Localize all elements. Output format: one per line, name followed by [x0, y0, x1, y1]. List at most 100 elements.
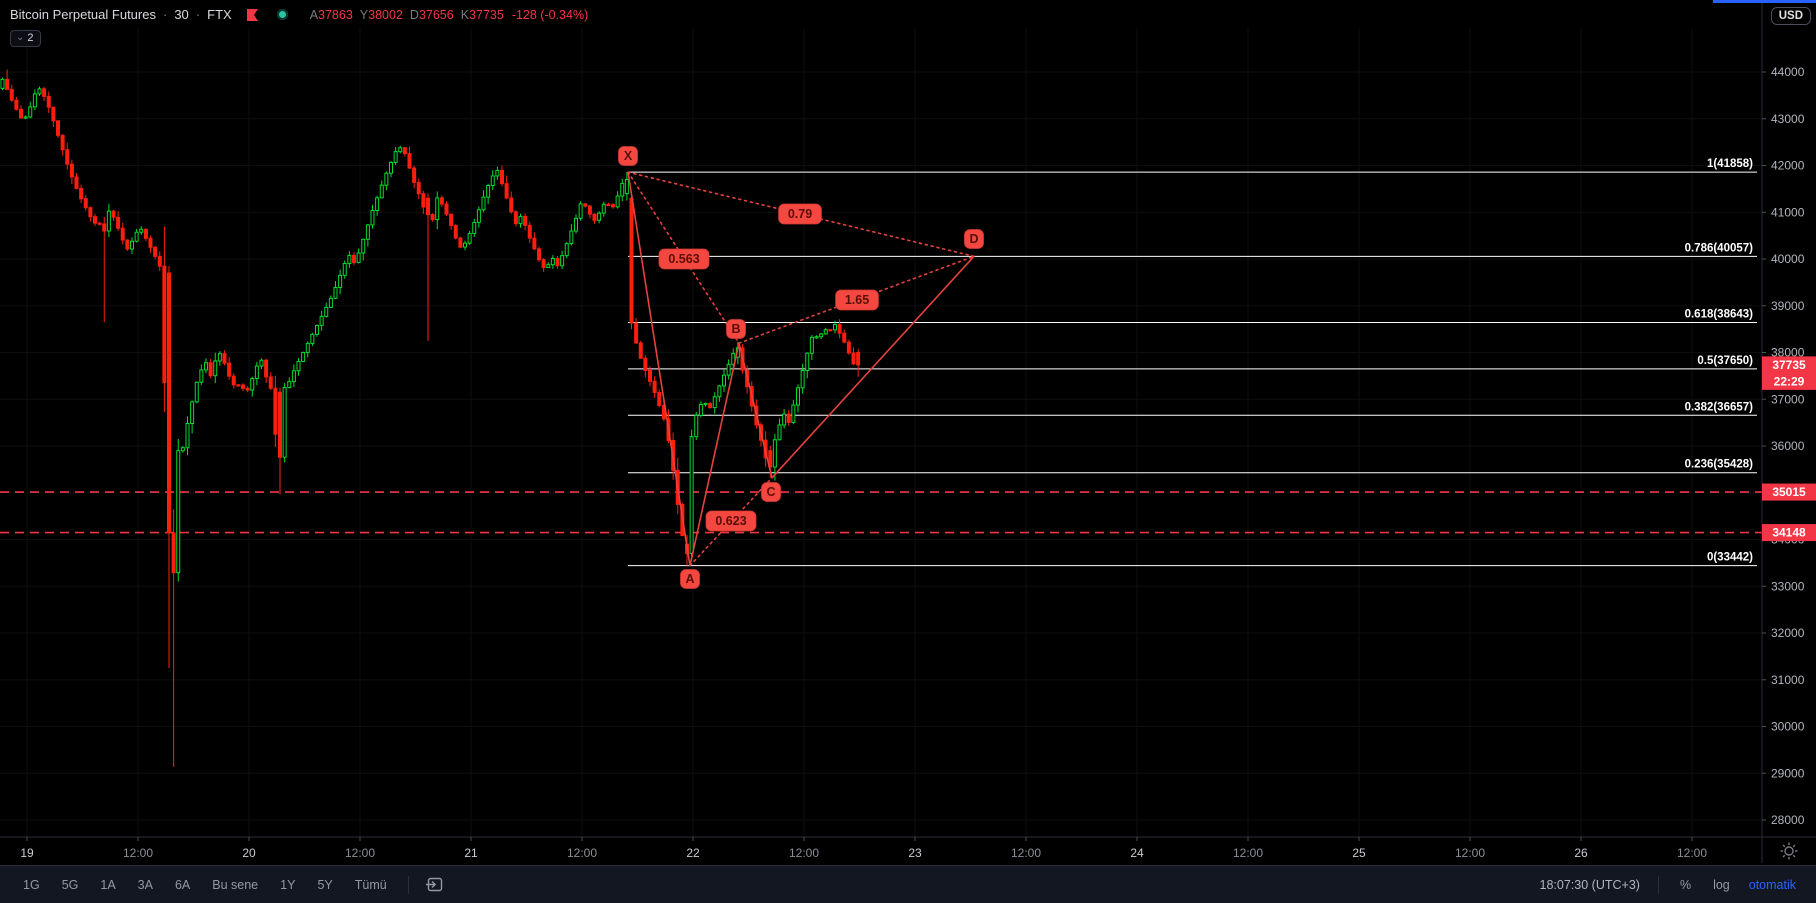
- current-price-tag-box: [1762, 356, 1816, 374]
- auto-scale-button[interactable]: otomatik: [1748, 877, 1796, 892]
- candle-body: [37, 88, 42, 95]
- candle-body: [148, 237, 153, 248]
- candle-body: [97, 222, 102, 225]
- xabcd-pattern[interactable]: X A B C D 0.563 0.79 1.65 0.623: [618, 146, 984, 589]
- candle-body: [805, 352, 810, 371]
- time-axis-label: 12:00: [1455, 846, 1485, 860]
- candle-body: [509, 197, 514, 213]
- brightness-icon[interactable]: [1780, 842, 1798, 860]
- low-label: D: [409, 7, 419, 22]
- candle-body: [597, 212, 602, 221]
- candle-body: [106, 210, 111, 232]
- time-axis-label: 12:00: [1233, 846, 1263, 860]
- candle-body: [541, 259, 546, 268]
- flag-icon[interactable]: [246, 8, 259, 22]
- candle-body: [88, 207, 93, 218]
- chevron-down-icon: ⌄: [16, 32, 25, 43]
- time-axis-label: 19: [20, 846, 34, 860]
- candle-body: [842, 332, 847, 343]
- fib-label: 0(33442): [1707, 552, 1753, 564]
- time-axis-label: 12:00: [345, 846, 375, 860]
- candle-body: [601, 203, 606, 214]
- candle-body: [301, 351, 306, 362]
- high-value: 38002: [368, 7, 403, 22]
- candle-body: [167, 272, 171, 534]
- legend-separator: ·: [162, 7, 168, 22]
- candle-body: [611, 204, 615, 208]
- range-button-5g[interactable]: 5G: [61, 877, 79, 892]
- chart-background: [0, 0, 1816, 865]
- fib-retracement[interactable]: 1(41858) 0.786(40057) 0.618(38643) 0.5(3765…: [628, 158, 1757, 567]
- range-button-tümü[interactable]: Tümü: [354, 877, 387, 892]
- price-axis-label: 37000: [1771, 392, 1805, 406]
- market-status-dot-icon[interactable]: [276, 9, 288, 20]
- clock-display[interactable]: 18:07:30 (UTC+3): [1539, 877, 1640, 892]
- fib-label: 1(41858): [1707, 158, 1753, 170]
- candle-body: [708, 402, 713, 409]
- candle-body: [458, 237, 463, 248]
- fib-label: 0.382(36657): [1685, 401, 1754, 413]
- sun-ray: [1792, 844, 1796, 848]
- candle-body: [587, 205, 592, 215]
- candle-body: [319, 315, 324, 326]
- bar-countdown-tag: 22:29: [1774, 374, 1805, 388]
- candle-body: [389, 161, 393, 174]
- candle-body: [74, 176, 79, 189]
- pattern-label-box: [835, 289, 879, 311]
- pattern-label-box: [618, 146, 638, 166]
- log-scale-button[interactable]: log: [1713, 877, 1730, 892]
- time-axis[interactable]: 19 12:00 20 12:00 21 12:00 22 12:00 23 12:00 24 12:…: [0, 836, 1816, 860]
- candle-body: [352, 254, 356, 264]
- candle-body: [856, 352, 861, 366]
- range-button-6a[interactable]: 6A: [174, 877, 191, 892]
- candle-body: [833, 324, 837, 331]
- time-axis-label: 12:00: [1677, 846, 1707, 860]
- candle-body: [180, 447, 185, 452]
- range-button-5y[interactable]: 5Y: [317, 877, 333, 892]
- candle-body: [430, 214, 435, 221]
- symbol-title[interactable]: Bitcoin Perpetual Futures: [10, 7, 156, 22]
- fib-label: 0.786(40057): [1685, 242, 1754, 254]
- range-button-3a[interactable]: 3A: [137, 877, 153, 892]
- range-button-1y[interactable]: 1Y: [280, 877, 296, 892]
- candle-body: [467, 232, 472, 244]
- high-label: Y: [359, 7, 369, 22]
- exchange-label[interactable]: FTX: [207, 7, 232, 22]
- percent-scale-button[interactable]: %: [1679, 877, 1692, 892]
- candle-body: [190, 401, 195, 425]
- candle-body: [643, 357, 648, 371]
- candle-body: [227, 362, 232, 377]
- interval-label[interactable]: 30: [174, 7, 189, 22]
- toolbar-divider: [1657, 875, 1659, 894]
- range-button-bu-sene[interactable]: Bu sene: [212, 877, 259, 892]
- candle-body: [134, 231, 139, 242]
- candle-body: [555, 258, 560, 267]
- candle-body: [407, 153, 412, 169]
- candle-body: [814, 336, 819, 339]
- range-button-1g[interactable]: 1G: [23, 877, 40, 892]
- candle-body: [328, 297, 333, 308]
- price-axis-label: 44000: [1771, 65, 1805, 79]
- indicators-count-button[interactable]: ⌄ 2: [10, 30, 41, 47]
- sun-ray: [1782, 854, 1786, 858]
- range-button-1a[interactable]: 1A: [100, 877, 116, 892]
- currency-button[interactable]: USD: [1770, 7, 1811, 25]
- candle-body: [615, 195, 620, 208]
- alert-lines[interactable]: [0, 491, 1762, 534]
- pattern-label-text: B: [731, 322, 740, 336]
- candle-body: [513, 211, 518, 225]
- candle-body: [333, 286, 338, 299]
- close-label: K: [460, 7, 470, 22]
- goto-date-icon[interactable]: [421, 874, 448, 895]
- symbol-legend[interactable]: Bitcoin Perpetual Futures · 30 · FTX A37…: [10, 7, 588, 22]
- candle-body: [800, 369, 805, 389]
- candle-body: [162, 265, 167, 384]
- price-axis[interactable]: 44000 43000 42000 41000 40000 39000 38000 37000…: [1761, 0, 1816, 863]
- candle-body: [194, 381, 199, 403]
- candle-body: [102, 223, 107, 232]
- pattern-label-box: [964, 229, 984, 249]
- chart-pane[interactable]: 1(41858) 0.786(40057) 0.618(38643) 0.5(3765…: [0, 0, 1816, 865]
- active-chart-indicator: [1713, 0, 1816, 3]
- candle-body: [384, 172, 389, 186]
